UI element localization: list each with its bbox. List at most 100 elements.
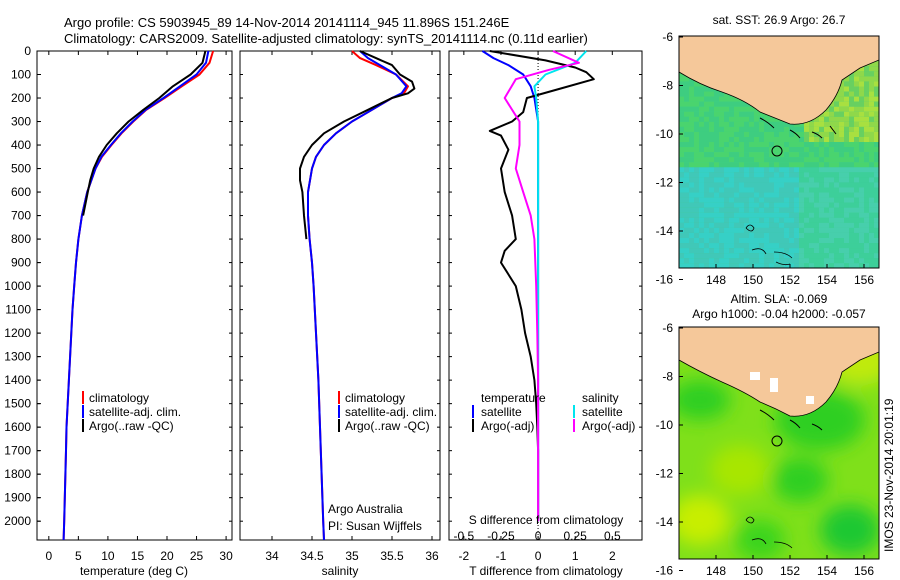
sst-pixel	[794, 182, 799, 188]
sst-pixel	[779, 258, 784, 264]
sst-pixel	[779, 172, 784, 178]
sst-pixel	[754, 126, 759, 132]
sst-pixel	[789, 243, 794, 249]
sst-pixel	[754, 232, 759, 238]
sst-pixel	[809, 162, 814, 168]
sst-pixel	[749, 121, 754, 127]
header-line2: Climatology: CARS2009. Satellite-adjuste…	[64, 31, 588, 46]
sst-pixel	[729, 162, 734, 168]
sst-pixel	[794, 137, 799, 143]
sst-pixel	[854, 147, 859, 153]
sst-pixel	[824, 167, 829, 173]
sst-pixel	[704, 101, 709, 107]
sst-pixel	[834, 238, 839, 244]
sst-pixel	[704, 217, 709, 223]
sst-pixel	[839, 207, 844, 213]
sst-pixel	[719, 227, 724, 233]
sst-pixel	[834, 182, 839, 188]
sst-pixel	[779, 126, 784, 132]
sst-pixel	[729, 197, 734, 203]
sst-pixel	[824, 162, 829, 168]
sst-pixel	[694, 86, 699, 92]
sst-pixel	[714, 212, 719, 218]
sst-pixel	[779, 131, 784, 137]
sst-pixel	[679, 137, 684, 143]
sst-pixel	[859, 71, 864, 77]
sst-pixel	[789, 167, 794, 173]
sst-pixel	[849, 86, 854, 92]
series-line-argo-raw-qc-	[299, 50, 416, 240]
sst-pixel	[699, 121, 704, 127]
sst-pixel	[694, 222, 699, 228]
sst-pixel	[819, 197, 824, 203]
sst-pixel	[829, 227, 834, 233]
difference-panel	[448, 50, 643, 541]
sst-pixel	[854, 162, 859, 168]
sst-pixel	[709, 167, 714, 173]
sst-pixel	[809, 157, 814, 163]
sst-pixel	[804, 263, 809, 268]
sst-pixel	[749, 202, 754, 208]
sst-pixel	[849, 106, 854, 112]
sst-pixel	[854, 197, 859, 203]
sst-pixel	[739, 212, 744, 218]
sst-pixel	[714, 101, 719, 107]
sst-pixel	[769, 202, 774, 208]
sst-pixel	[744, 162, 749, 168]
sst-pixel	[874, 157, 879, 163]
sst-pixel	[874, 111, 879, 117]
sst-pixel	[769, 116, 774, 122]
sst-pixel	[769, 207, 774, 213]
sst-pixel	[874, 101, 879, 107]
sst-pixel	[819, 227, 824, 233]
sst-pixel	[694, 152, 699, 158]
sst-pixel	[739, 116, 744, 122]
sst-pixel	[699, 232, 704, 238]
sst-pixel	[709, 111, 714, 117]
sst-pixel	[864, 243, 869, 249]
map-y-tick-label: -8	[662, 79, 673, 93]
sst-pixel	[864, 96, 869, 102]
sst-pixel	[699, 147, 704, 153]
sst-pixel	[784, 192, 789, 198]
sst-pixel	[819, 162, 824, 168]
sst-pixel	[689, 137, 694, 143]
sst-pixel	[694, 207, 699, 213]
sst-pixel	[869, 91, 874, 97]
sst-pixel	[709, 157, 714, 163]
sst-pixel	[874, 96, 879, 102]
sst-pixel	[689, 227, 694, 233]
sst-pixel	[784, 212, 789, 218]
sst-pixel	[774, 182, 779, 188]
sst-pixel	[859, 86, 864, 92]
sst-pixel	[819, 258, 824, 264]
sst-pixel	[774, 157, 779, 163]
sst-pixel	[839, 222, 844, 228]
sst-pixel	[844, 197, 849, 203]
sst-pixel	[849, 111, 854, 117]
map-y-tick-label: -14	[656, 224, 674, 238]
sst-pixel	[709, 126, 714, 132]
sst-pixel	[869, 152, 874, 158]
sst-pixel	[689, 177, 694, 183]
sst-pixel	[804, 197, 809, 203]
sst-pixel	[734, 227, 739, 233]
sst-pixel	[704, 212, 709, 218]
sst-pixel	[774, 187, 779, 193]
sst-pixel	[794, 152, 799, 158]
sst-pixel	[789, 162, 794, 168]
sst-pixel	[744, 147, 749, 153]
sst-pixel	[694, 263, 699, 268]
sst-pixel	[844, 106, 849, 112]
sst-pixel	[809, 131, 814, 137]
sst-pixel	[774, 222, 779, 228]
sst-pixel	[834, 106, 839, 112]
sst-pixel	[854, 253, 859, 259]
sst-pixel	[869, 66, 874, 72]
sst-pixel	[819, 116, 824, 122]
sst-pixel	[699, 227, 704, 233]
sst-pixel	[714, 142, 719, 148]
depth-tick-label: 800	[11, 232, 31, 246]
sst-pixel	[834, 101, 839, 107]
sst-pixel	[864, 91, 869, 97]
